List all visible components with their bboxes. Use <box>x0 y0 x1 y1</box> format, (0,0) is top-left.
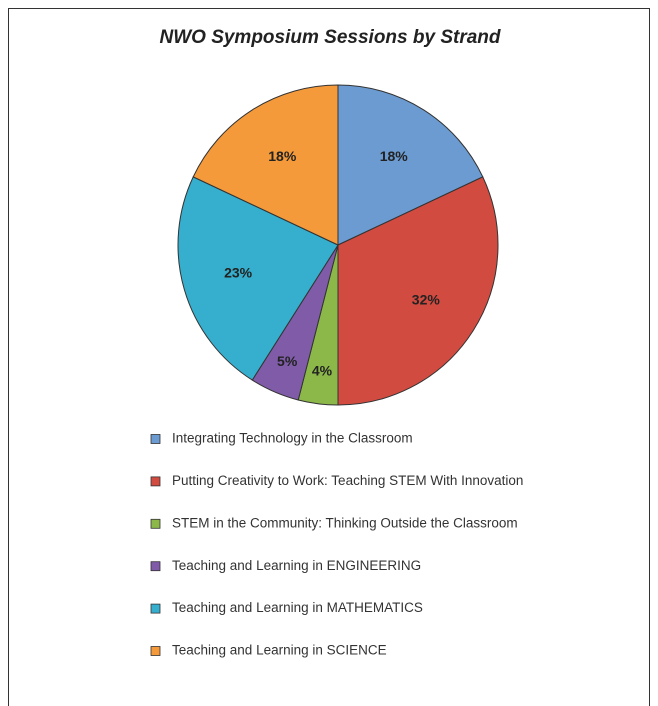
slice-label: 23% <box>224 265 253 281</box>
legend-swatch <box>150 434 161 444</box>
pie-slice <box>177 176 339 381</box>
chart-title: NWO Symposium Sessions by Strand <box>159 27 500 48</box>
legend-label: Teaching and Learning in MATHEMATICS <box>172 600 423 615</box>
pie-slice <box>337 176 499 406</box>
legend-label: Putting Creativity to Work: Teaching STE… <box>172 473 523 488</box>
slice-label: 4% <box>312 363 333 379</box>
legend-swatch <box>150 518 161 529</box>
slice-label: 32% <box>412 291 441 307</box>
legend-swatch <box>150 476 161 487</box>
pie-slice <box>337 84 484 246</box>
slice-label: 18% <box>268 148 297 164</box>
legend-swatch <box>150 561 161 572</box>
legend-label: Integrating Technology in the Classroom <box>172 431 413 446</box>
legend-swatch <box>150 603 161 614</box>
slice-label: 18% <box>380 148 409 164</box>
legend-swatch <box>150 646 161 656</box>
legend-label: STEM in the Community: Thinking Outside … <box>172 515 518 530</box>
legend-label: Teaching and Learning in SCIENCE <box>172 643 387 658</box>
slice-label: 5% <box>277 353 298 369</box>
legend-label: Teaching and Learning in ENGINEERING <box>172 558 421 573</box>
pie-slice <box>192 84 339 246</box>
